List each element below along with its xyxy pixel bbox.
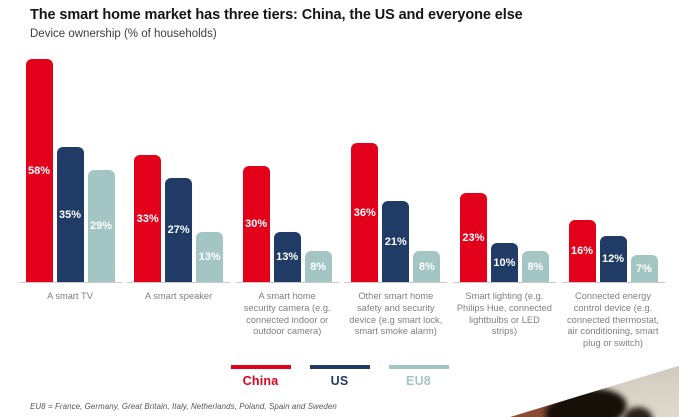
bar-us-category-2: 27% bbox=[165, 178, 193, 282]
bar-value-label: 58% bbox=[27, 164, 51, 177]
axis-baseline bbox=[344, 282, 448, 283]
bar-china-category-5: 23% bbox=[459, 193, 487, 282]
footnote-eu8-definition: EU8 = France, Germany, Great Britain, It… bbox=[30, 402, 337, 411]
legend-item-us: US bbox=[309, 365, 370, 388]
bar-value-label: 10% bbox=[493, 256, 516, 269]
bar-value-label: 16% bbox=[570, 245, 594, 257]
bar-us-category-6: 12% bbox=[599, 236, 627, 282]
bar-value-label: 13% bbox=[276, 251, 299, 263]
bar-us-category-5: 10% bbox=[490, 243, 518, 282]
legend-label-china: China bbox=[242, 374, 279, 388]
bar-us-category-1: 35% bbox=[56, 147, 84, 282]
category-label: A smart home security camera (e.g. conne… bbox=[243, 291, 331, 337]
bar-value-label: 7% bbox=[636, 262, 652, 275]
chart-subtitle: Device ownership (% of households) bbox=[30, 28, 217, 40]
category-label: A smart TV bbox=[47, 291, 93, 301]
bar-value-label: 30% bbox=[245, 218, 268, 230]
chart-legend: China US EU8 bbox=[0, 365, 679, 388]
category-label: Other smart home safety and security dev… bbox=[349, 291, 443, 337]
legend-label-us: US bbox=[330, 374, 349, 388]
bar-value-label: 36% bbox=[353, 206, 376, 219]
axis-baseline bbox=[235, 282, 339, 283]
legend-item-china: China bbox=[230, 365, 291, 388]
bar-eu8-category-4: 8% bbox=[413, 251, 441, 282]
bar-china-category-3: 30% bbox=[242, 166, 270, 282]
bar-us-category-4: 21% bbox=[382, 201, 410, 282]
bar-china-category-6: 16% bbox=[568, 220, 596, 282]
bar-value-label: 12% bbox=[601, 253, 625, 265]
bar-china-category-4: 36% bbox=[351, 143, 379, 282]
bar-value-label: 35% bbox=[58, 208, 82, 221]
axis-baseline bbox=[18, 282, 122, 283]
page-title: The smart home market has three tiers: C… bbox=[30, 7, 523, 23]
bar-eu8-category-1: 29% bbox=[87, 170, 115, 282]
bar-china-category-2: 33% bbox=[134, 155, 162, 282]
category-label: Connected energy control device (e.g. co… bbox=[567, 291, 659, 349]
category-label: A smart speaker bbox=[145, 291, 213, 301]
bar-eu8-category-5: 8% bbox=[521, 251, 549, 282]
bar-value-label: 33% bbox=[136, 212, 159, 225]
bar-value-label: 8% bbox=[418, 260, 435, 273]
bar-value-label: 27% bbox=[167, 224, 190, 236]
legend-item-eu8: EU8 bbox=[388, 365, 449, 388]
bar-eu8-category-6: 7% bbox=[630, 255, 658, 282]
legend-label-eu8: EU8 bbox=[406, 374, 431, 388]
legend-swatch-us bbox=[309, 365, 370, 369]
bar-value-label: 29% bbox=[89, 220, 113, 232]
bar-value-label: 8% bbox=[527, 260, 544, 273]
photo-shadow-shape bbox=[623, 407, 653, 417]
bar-value-label: 13% bbox=[198, 251, 221, 263]
bar-eu8-category-3: 8% bbox=[304, 251, 332, 282]
legend-swatch-china bbox=[230, 365, 291, 369]
legend-swatch-eu8 bbox=[388, 365, 449, 369]
bar-china-category-1: 58% bbox=[25, 59, 53, 282]
axis-baseline bbox=[127, 282, 231, 283]
bar-value-label: 23% bbox=[462, 231, 485, 244]
bar-value-label: 8% bbox=[310, 260, 327, 273]
axis-baseline bbox=[452, 282, 556, 283]
axis-baseline bbox=[561, 282, 665, 283]
bar-value-label: 21% bbox=[384, 235, 407, 248]
bar-us-category-3: 13% bbox=[273, 232, 301, 282]
category-label: Smart lighting (e.g. Philips Hue, connec… bbox=[456, 291, 552, 337]
bar-eu8-category-2: 13% bbox=[196, 232, 224, 282]
